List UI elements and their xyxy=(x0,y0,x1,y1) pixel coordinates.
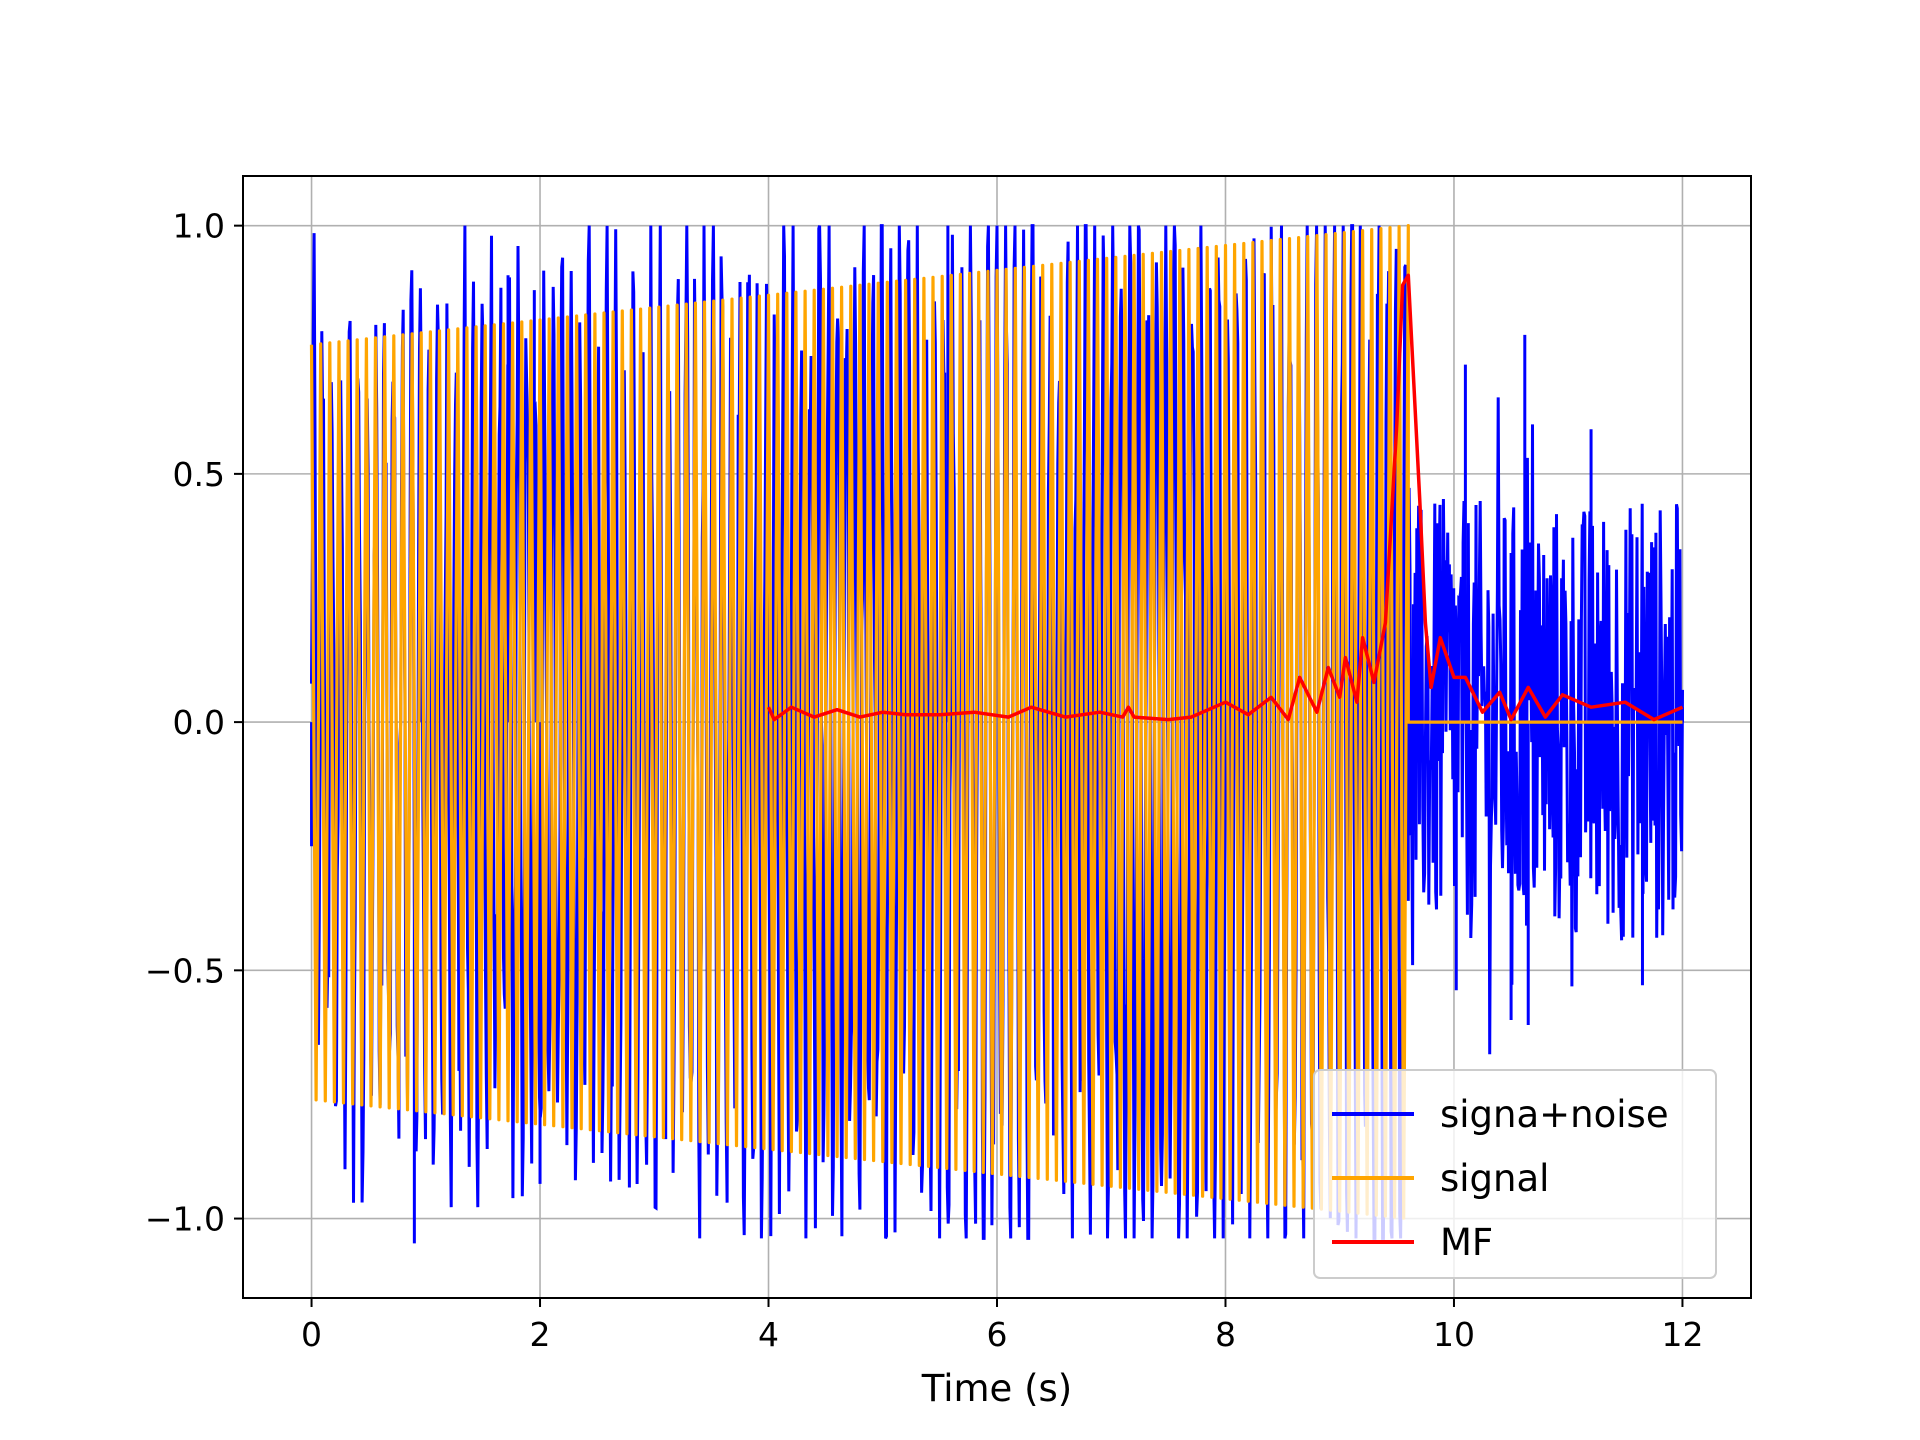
x-tick-label: 4 xyxy=(758,1315,779,1354)
y-tick-label: 0.0 xyxy=(173,703,225,742)
series-mf-line xyxy=(766,273,1684,722)
x-tick-label: 0 xyxy=(301,1315,322,1354)
y-tick-label: 1.0 xyxy=(173,207,225,246)
x-tick-label: 12 xyxy=(1661,1315,1703,1354)
legend-label: MF xyxy=(1440,1221,1493,1264)
x-tick-label: 2 xyxy=(530,1315,551,1354)
y-tick-label: 0.5 xyxy=(173,455,225,494)
axis-ticks: 0 2 4 6 8 10 12 −1.0 −0.5 0.0 0.5 1.0 xyxy=(145,207,1704,1354)
plot-area xyxy=(309,224,1684,1244)
x-tick-label: 8 xyxy=(1215,1315,1236,1354)
series-signal-line xyxy=(309,224,1683,1220)
x-tick-label: 6 xyxy=(987,1315,1008,1354)
legend-label: signal xyxy=(1440,1157,1549,1200)
legend-label: signa+noise xyxy=(1440,1093,1669,1136)
legend: signa+noise signal MF xyxy=(1313,1069,1717,1279)
y-tick-label: −1.0 xyxy=(145,1200,225,1239)
legend-box xyxy=(1313,1069,1717,1279)
x-axis-label: Time (s) xyxy=(921,1367,1072,1410)
x-tick-label: 10 xyxy=(1433,1315,1475,1354)
y-tick-label: −0.5 xyxy=(145,951,225,990)
